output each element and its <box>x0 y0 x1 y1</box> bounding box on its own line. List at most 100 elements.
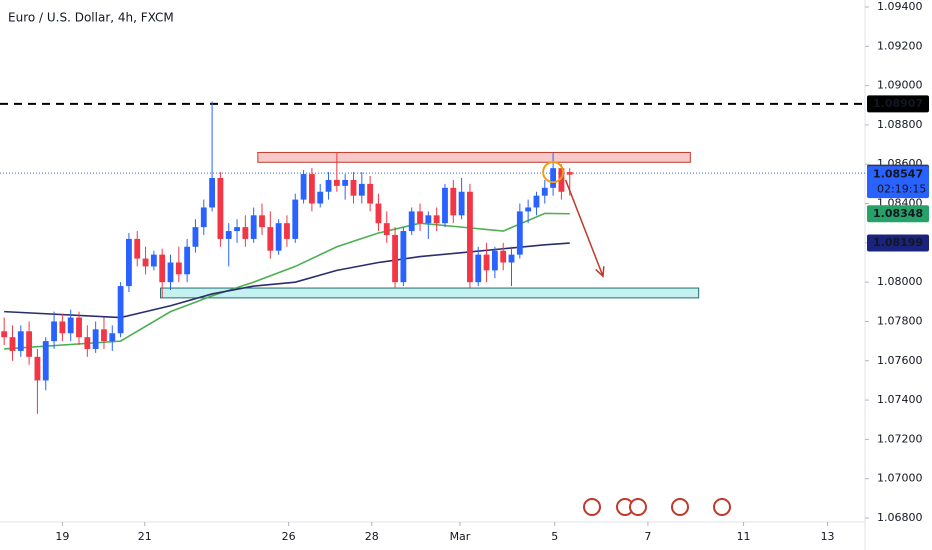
price-label-box <box>867 166 929 199</box>
event-icon <box>713 498 731 516</box>
candle-body <box>533 195 540 208</box>
countdown: 02:19:15 <box>877 183 926 196</box>
candle-body <box>142 258 149 267</box>
candle-body <box>392 234 398 283</box>
candle-body <box>101 329 107 342</box>
candle-body <box>467 191 473 283</box>
candle-body <box>400 231 407 283</box>
event-icon <box>583 498 601 516</box>
x-tick-label: 26 <box>282 530 296 543</box>
highlight-circle <box>542 161 565 184</box>
candle-body <box>217 177 224 239</box>
x-tick-label: 11 <box>737 530 751 543</box>
candle-body <box>209 177 216 208</box>
candle-body <box>150 254 157 267</box>
candle-body <box>375 203 382 224</box>
y-tick-label: 1.09400 <box>877 0 923 13</box>
y-tick-label: 1.07200 <box>877 432 923 445</box>
candle-body <box>550 168 557 188</box>
candle-body <box>1 331 8 338</box>
candle-body <box>109 333 116 342</box>
candle-body <box>491 250 498 271</box>
candle-body <box>325 179 332 192</box>
price-label: 1.08907 <box>873 97 923 110</box>
candle-body <box>408 211 415 232</box>
y-tick-label: 1.07400 <box>877 393 923 406</box>
candle-body <box>275 223 282 251</box>
arrow-head <box>595 266 605 278</box>
y-tick-label: 1.06800 <box>877 511 923 524</box>
candle-body <box>433 215 440 224</box>
candle-body <box>267 227 274 251</box>
candle-body <box>9 337 16 351</box>
candle-body <box>367 183 374 204</box>
candle-body <box>358 183 365 196</box>
zone <box>160 287 700 299</box>
y-tick-label: 1.07800 <box>877 314 923 327</box>
y-tick-label: 1.07000 <box>877 472 923 485</box>
zone <box>257 151 691 163</box>
candle-body <box>134 238 141 259</box>
price-label: 1.08547 <box>873 168 923 181</box>
candle-body <box>67 317 74 334</box>
event-icon <box>671 498 689 516</box>
candle-body <box>333 179 340 186</box>
candle-body <box>192 227 199 247</box>
y-tick-label: 1.09000 <box>877 79 923 92</box>
price-label-box <box>867 95 929 113</box>
candle-body <box>475 254 482 283</box>
moving-average <box>4 212 570 350</box>
candle-body <box>167 262 174 283</box>
candle-body <box>184 246 191 275</box>
y-tick-label: 1.09200 <box>877 39 923 52</box>
candle-body <box>26 331 33 357</box>
candle-body <box>541 187 548 196</box>
x-tick-label: Mar <box>450 530 471 543</box>
candle-body <box>242 227 249 239</box>
price-label: 1.08348 <box>873 207 923 220</box>
candle-body <box>159 254 166 283</box>
candle-body <box>450 187 457 216</box>
candle-body <box>292 199 299 239</box>
price-label: 1.08199 <box>873 236 923 249</box>
candle-body <box>17 331 24 351</box>
event-icons <box>583 498 731 516</box>
candle-body <box>383 223 390 235</box>
candle-body <box>442 187 448 224</box>
candle-body <box>92 329 99 349</box>
candle-body <box>508 254 515 263</box>
candle-body <box>483 254 490 271</box>
x-tick-label: 28 <box>365 530 379 543</box>
x-tick-label: 19 <box>55 530 69 543</box>
candle-body <box>500 250 507 263</box>
candle-body <box>225 231 232 239</box>
candle-body <box>317 191 324 204</box>
candle-body <box>350 179 357 196</box>
candle-body <box>525 207 532 212</box>
price-label-box <box>867 205 929 223</box>
candle-body <box>425 215 432 224</box>
y-tick-label: 1.08000 <box>877 275 923 288</box>
chart-title: Euro / U.S. Dollar, 4h, FXCM <box>8 11 174 25</box>
candle-body <box>417 211 423 224</box>
candle-body <box>308 174 315 204</box>
x-tick-label: 5 <box>551 530 558 543</box>
candle-body <box>34 356 41 381</box>
x-tick-label: 13 <box>821 530 835 543</box>
candle-body <box>250 215 257 239</box>
candle-body <box>126 238 132 287</box>
y-tick-label: 1.08800 <box>877 118 923 131</box>
x-tick-label: 21 <box>138 530 152 543</box>
candle-body <box>200 207 207 228</box>
candle-body <box>300 174 307 200</box>
candle-body <box>558 168 565 192</box>
candle-body <box>458 191 465 216</box>
candle-body <box>42 341 49 381</box>
candle-body <box>59 321 66 334</box>
candle-body <box>51 321 57 342</box>
candle-body <box>259 215 265 228</box>
candle-body <box>175 262 182 275</box>
x-tick-label: 7 <box>644 530 651 543</box>
